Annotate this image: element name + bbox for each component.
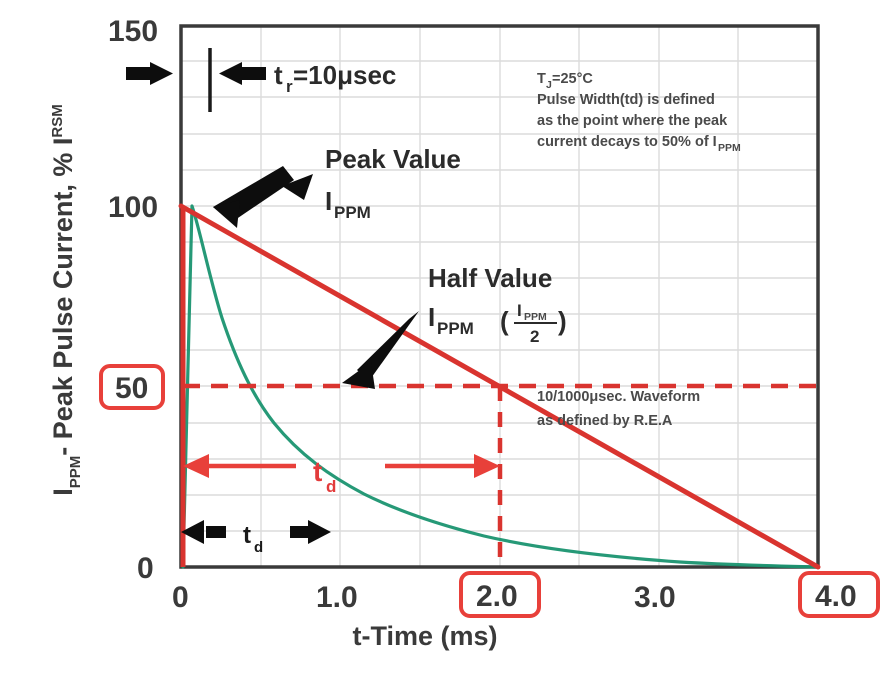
half-value-line2-sub: PPM xyxy=(437,319,474,338)
half-value-line2-main: I xyxy=(428,302,435,332)
y-axis-title-sub1: PPM xyxy=(67,456,84,489)
conditions-note: T J =25°C Pulse Width(td) is defined as … xyxy=(537,71,741,154)
half-value-fraction: ( I PPM 2 ) xyxy=(500,301,567,346)
y-axis-title: IPPM- Peak Pulse Current, % IRSM xyxy=(48,104,84,495)
fraction-numerator-main: I xyxy=(517,301,522,320)
x-tick-2: 2.0 xyxy=(476,580,518,613)
grid-lines xyxy=(181,26,818,567)
td-black-span xyxy=(181,520,331,544)
td-red-label-sub: d xyxy=(326,477,336,496)
x-tick-3: 3.0 xyxy=(634,581,676,614)
td-red-label-main: t xyxy=(313,456,322,487)
fraction-numerator-sub: PPM xyxy=(524,311,547,323)
rise-time-arrow-right-icon xyxy=(219,62,266,85)
y-tick-0: 0 xyxy=(137,552,154,585)
y-tick-50-highlight: 50 xyxy=(99,364,165,410)
y-axis-title-sub2: RSM xyxy=(49,104,66,137)
rise-time-marker xyxy=(126,48,266,112)
conditions-line4-main: current decays to 50% of I xyxy=(537,134,717,150)
peak-value-line2-sub: PPM xyxy=(334,203,371,222)
peak-value-line1: Peak Value xyxy=(325,144,461,174)
peak-value-arrow-icon xyxy=(213,166,313,228)
y-tick-150: 150 xyxy=(108,15,158,48)
x-axis-title: t-Time (ms) xyxy=(352,621,497,651)
x-tick-4-highlight: 4.0 xyxy=(798,571,880,618)
td-black-label-main: t xyxy=(243,522,251,549)
y-tick-100: 100 xyxy=(108,191,158,224)
y-axis-title-lead: I xyxy=(48,488,78,496)
rise-time-label-sub: r xyxy=(286,77,293,96)
svg-text:IPPM- Peak Pulse Current, % IR: IPPM- Peak Pulse Current, % IRSM xyxy=(48,104,84,495)
peak-value-line2-main: I xyxy=(325,186,332,216)
conditions-line1-main: T xyxy=(537,71,546,87)
conditions-line4-sub: PPM xyxy=(718,142,741,154)
series-exponential-waveform xyxy=(181,204,820,569)
half-value-arrow-icon xyxy=(342,311,419,389)
fraction-paren-open: ( xyxy=(500,306,509,336)
waveform-note-line1: 10/1000μsec. Waveform xyxy=(537,389,700,405)
rise-time-label-main: t xyxy=(274,60,283,90)
x-tick-2-highlight: 2.0 xyxy=(459,571,541,618)
conditions-line1-rest: =25°C xyxy=(552,71,593,87)
x-tick-1: 1.0 xyxy=(316,581,358,614)
fraction-paren-close: ) xyxy=(558,306,567,336)
x-tick-0: 0 xyxy=(172,581,189,614)
waveform-note-line2: as defined by R.E.A xyxy=(537,413,673,429)
half-value-line1: Half Value xyxy=(428,263,552,293)
conditions-line3: as the point where the peak xyxy=(537,113,728,129)
conditions-line1-sub: J xyxy=(546,79,552,91)
fraction-denominator: 2 xyxy=(530,327,539,346)
td-black-label-sub: d xyxy=(254,539,263,556)
rise-time-label-rest: =10μsec xyxy=(293,60,396,90)
conditions-line2: Pulse Width(td) is defined xyxy=(537,92,715,108)
rise-time-arrow-left-icon xyxy=(126,62,173,85)
td-red-span xyxy=(183,454,500,478)
y-axis-title-main: - Peak Pulse Current, % I xyxy=(48,138,78,456)
y-tick-50: 50 xyxy=(115,372,148,405)
x-tick-4: 4.0 xyxy=(815,580,857,613)
